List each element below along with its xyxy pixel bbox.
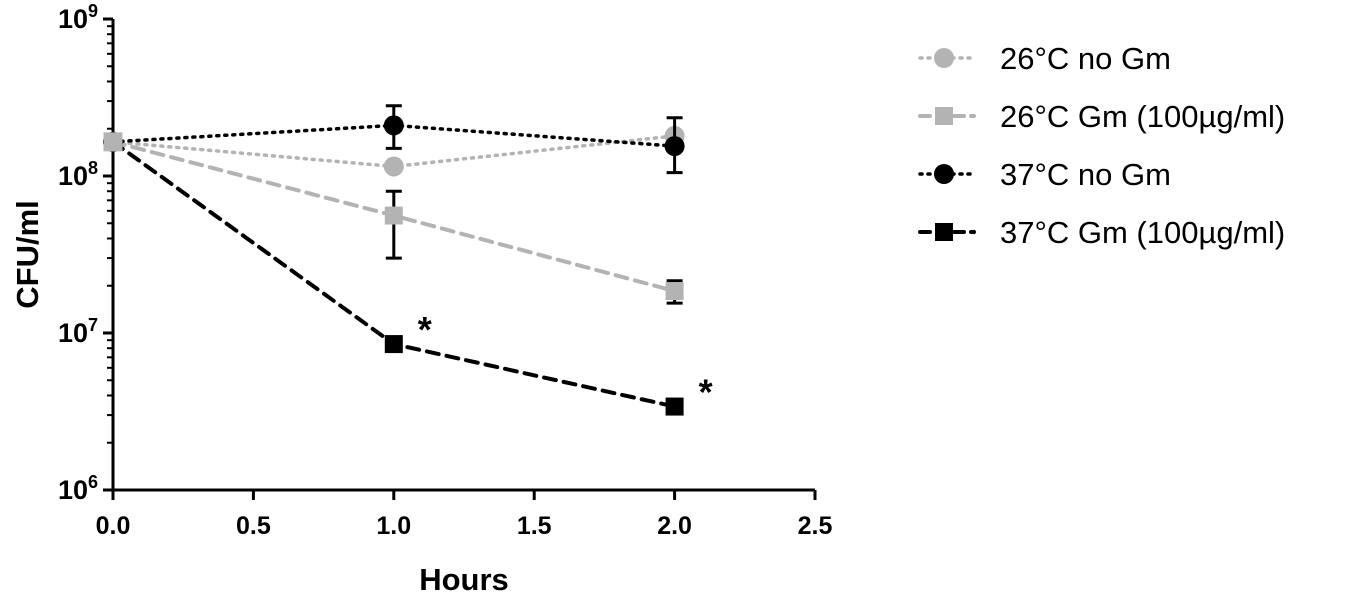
y-tick-label: 106 xyxy=(58,472,98,505)
data-point xyxy=(103,132,123,152)
legend: 26°C no Gm 26°C Gm (100µg/ml) 37°C no Gm 37… xyxy=(918,41,1285,250)
x-tick-label: 0.0 xyxy=(96,512,131,540)
x-tick-label: 2.0 xyxy=(657,512,692,540)
x-tick-label: 1.0 xyxy=(376,512,411,540)
legend-item-1: 26°C Gm (100µg/ml) xyxy=(918,99,1285,134)
series-line xyxy=(111,139,677,409)
annotation-layer: ** xyxy=(418,309,713,412)
legend-item-2: 37°C no Gm xyxy=(918,157,1171,192)
data-point xyxy=(665,397,684,416)
legend-label: 37°C Gm (100µg/ml) xyxy=(1000,215,1285,250)
data-point xyxy=(665,282,684,301)
legend-marker xyxy=(934,164,954,184)
legend-marker xyxy=(934,48,954,68)
y-tick-label: 108 xyxy=(58,158,98,191)
data-point xyxy=(384,335,403,354)
legend-marker xyxy=(935,223,953,241)
legend-item-0: 26°C no Gm xyxy=(918,41,1171,76)
y-tick-label: 107 xyxy=(58,315,98,348)
legend-item-3: 37°C Gm (100µg/ml) xyxy=(918,215,1285,250)
x-axis-title: Hours xyxy=(419,562,509,597)
x-tick-label: 2.5 xyxy=(798,512,833,540)
x-tick-label: 0.5 xyxy=(236,512,271,540)
significance-asterisk: * xyxy=(418,309,432,350)
series-layer xyxy=(103,104,685,416)
significance-asterisk: * xyxy=(699,372,713,413)
y-axis-title: CFU/ml xyxy=(10,200,45,309)
legend-label: 37°C no Gm xyxy=(1000,157,1171,192)
axes: 0.0 0.5 1.0 1.5 2.0 2.5 106 107 108 109 Hours CFU/m… xyxy=(10,1,832,597)
legend-label: 26°C Gm (100µg/ml) xyxy=(1000,99,1285,134)
y-tick-label: 109 xyxy=(58,1,98,34)
legend-label: 26°C no Gm xyxy=(1000,41,1171,76)
data-point xyxy=(383,156,404,177)
data-point xyxy=(383,115,404,136)
legend-marker xyxy=(935,107,953,125)
data-point xyxy=(384,206,403,225)
data-point xyxy=(664,136,685,157)
x-tick-label: 1.5 xyxy=(517,512,552,540)
